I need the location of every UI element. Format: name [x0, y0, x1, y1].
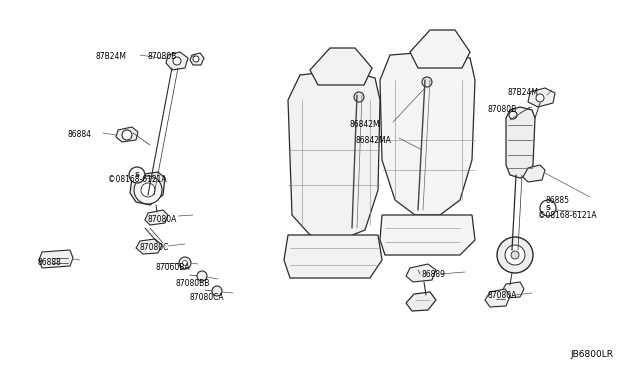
- Circle shape: [129, 167, 145, 183]
- Text: 86842M: 86842M: [350, 120, 381, 129]
- Circle shape: [182, 260, 188, 266]
- Text: 87B24M: 87B24M: [508, 88, 539, 97]
- Text: 86885: 86885: [546, 196, 570, 205]
- Polygon shape: [190, 53, 204, 65]
- Polygon shape: [145, 210, 168, 225]
- Circle shape: [173, 57, 181, 65]
- Circle shape: [354, 92, 364, 102]
- Text: 87080B: 87080B: [488, 105, 517, 114]
- Text: S: S: [545, 205, 550, 211]
- Circle shape: [511, 251, 519, 259]
- Circle shape: [497, 237, 533, 273]
- Circle shape: [505, 245, 525, 265]
- Text: ©08168-6121A: ©08168-6121A: [538, 211, 596, 220]
- Text: 87080B: 87080B: [148, 52, 177, 61]
- Polygon shape: [406, 264, 436, 282]
- Polygon shape: [502, 282, 524, 298]
- Polygon shape: [528, 88, 555, 107]
- Text: 87080A: 87080A: [148, 215, 177, 224]
- Text: 86888: 86888: [38, 258, 62, 267]
- Circle shape: [179, 257, 191, 269]
- Text: 87060BA: 87060BA: [155, 263, 189, 272]
- Text: 87080BB: 87080BB: [175, 279, 209, 288]
- Polygon shape: [136, 239, 162, 254]
- Text: 87B24M: 87B24M: [95, 52, 126, 61]
- Text: S: S: [134, 172, 140, 178]
- Text: ©08168-6121A: ©08168-6121A: [108, 175, 166, 184]
- Circle shape: [134, 176, 162, 204]
- Text: 86884: 86884: [68, 130, 92, 139]
- Polygon shape: [130, 172, 165, 205]
- Polygon shape: [288, 70, 380, 240]
- Text: 86842MA: 86842MA: [356, 136, 392, 145]
- Circle shape: [536, 94, 544, 102]
- Circle shape: [197, 271, 207, 281]
- Polygon shape: [380, 52, 475, 215]
- Polygon shape: [380, 215, 475, 255]
- Text: JB6800LR: JB6800LR: [570, 350, 613, 359]
- Text: 87080CA: 87080CA: [190, 293, 225, 302]
- Text: 87080C: 87080C: [140, 243, 170, 252]
- Circle shape: [141, 183, 155, 197]
- Polygon shape: [310, 48, 372, 85]
- Polygon shape: [523, 165, 545, 182]
- Circle shape: [193, 56, 199, 62]
- Polygon shape: [485, 289, 510, 307]
- Text: 87080A: 87080A: [488, 291, 517, 300]
- Circle shape: [509, 111, 517, 119]
- Polygon shape: [166, 52, 188, 70]
- Polygon shape: [116, 127, 138, 142]
- Polygon shape: [410, 30, 470, 68]
- Polygon shape: [506, 107, 535, 178]
- Circle shape: [212, 286, 222, 296]
- Circle shape: [422, 77, 432, 87]
- Text: 86889: 86889: [422, 270, 446, 279]
- Polygon shape: [39, 250, 73, 268]
- Polygon shape: [406, 292, 436, 311]
- Circle shape: [540, 200, 556, 216]
- Circle shape: [122, 130, 132, 140]
- Polygon shape: [284, 235, 382, 278]
